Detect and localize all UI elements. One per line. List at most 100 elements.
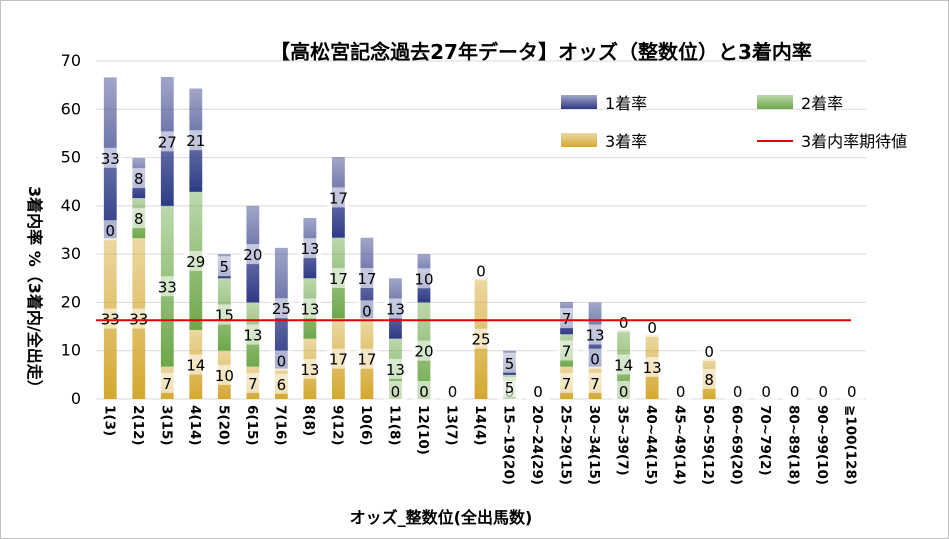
data-label-bg	[126, 308, 151, 329]
data-label-bg	[126, 208, 151, 229]
legend-swatch	[757, 95, 793, 109]
x-axis-label: オッズ_整数位(全出馬数)	[350, 508, 533, 527]
data-label: 0	[619, 314, 629, 332]
x-tick-label: 60~69(20)	[729, 405, 745, 485]
data-label: 7	[562, 342, 572, 360]
data-label-bg	[354, 268, 379, 289]
x-tick-label: 14(4)	[472, 405, 488, 446]
y-axis-ticks: 0 10 20 30 40 50 60 70	[61, 51, 81, 408]
data-label: 0	[448, 383, 458, 401]
data-label: 17	[329, 189, 348, 207]
data-label: 7	[562, 310, 572, 328]
data-label-bg	[782, 381, 807, 401]
data-label: 7	[590, 375, 600, 393]
data-label: 33	[101, 150, 120, 168]
x-tick-label: 35~39(7)	[615, 405, 631, 476]
data-label-bg	[98, 220, 123, 241]
data-label: 0	[847, 383, 857, 401]
x-tick-label: 12(10)	[415, 405, 431, 455]
data-label-bg	[240, 324, 265, 345]
data-label-bg	[269, 350, 294, 371]
data-label-bg	[611, 311, 636, 332]
data-label: 0	[790, 383, 800, 401]
data-label-bg	[554, 372, 579, 393]
x-tick-label: 70~79(2)	[757, 405, 773, 476]
x-tick-label: 8(8)	[301, 405, 317, 436]
data-label-bg	[725, 381, 750, 401]
data-label-bg	[383, 381, 408, 401]
data-label: 27	[158, 133, 177, 151]
data-label: 7	[163, 375, 173, 393]
x-tick-label: 80~89(18)	[786, 405, 802, 485]
data-label-bg	[240, 372, 265, 393]
x-tick-label: 90~99(10)	[814, 405, 830, 485]
data-label-bg	[583, 372, 608, 393]
data-label-bg	[212, 364, 237, 385]
data-label: 0	[391, 383, 401, 401]
data-label: 13	[386, 300, 405, 318]
data-label: 20	[243, 246, 262, 264]
data-label: 0	[277, 353, 287, 371]
data-label-bg	[526, 381, 551, 401]
data-label-bg	[839, 381, 864, 401]
data-label-bg	[212, 256, 237, 277]
data-label: 17	[357, 270, 376, 288]
data-label: 0	[647, 319, 657, 337]
data-label: 8	[704, 371, 714, 389]
x-tick-label: 40~44(15)	[643, 405, 659, 485]
data-label: 0	[533, 383, 543, 401]
y-tick-label: 10	[61, 341, 81, 360]
data-label: 25	[272, 300, 291, 318]
data-label-bg	[440, 381, 465, 401]
legend: 1着率 2着率 3着率 3着内率期待値	[561, 94, 907, 151]
data-label-bg	[583, 348, 608, 369]
data-label: 5	[505, 379, 515, 397]
data-label-bg	[640, 356, 665, 377]
data-label: 7	[562, 375, 572, 393]
data-label: 0	[476, 262, 486, 280]
x-tick-label: 20~24(29)	[529, 405, 545, 485]
legend-swatch	[561, 95, 597, 109]
data-label-bg	[411, 381, 436, 401]
data-label: 17	[329, 270, 348, 288]
data-label-bg	[269, 298, 294, 319]
data-label-bg	[326, 348, 351, 369]
legend-label: 2着率	[801, 94, 843, 113]
x-tick-label: 1(3)	[101, 405, 117, 436]
data-label: 8	[134, 170, 144, 188]
data-label-bg	[469, 260, 493, 281]
data-label: 0	[733, 383, 743, 401]
data-label: 5	[220, 258, 230, 276]
data-label-bg	[497, 352, 522, 373]
y-tick-label: 0	[71, 389, 81, 408]
data-label: 0	[818, 383, 828, 401]
data-label-bg	[554, 308, 579, 329]
legend-swatch	[561, 133, 597, 147]
data-label-bg	[583, 324, 608, 345]
data-label-bg	[554, 340, 579, 361]
data-label-bg	[383, 358, 408, 379]
data-label-bg	[183, 250, 208, 271]
data-label-bg	[354, 300, 379, 321]
data-label-bg	[411, 268, 436, 289]
x-tick-label: 10(6)	[358, 405, 374, 446]
data-label: 33	[158, 278, 177, 296]
x-tick-label: 5(20)	[215, 405, 231, 446]
x-tick-label: 45~49(14)	[672, 405, 688, 485]
data-label: 13	[386, 361, 405, 379]
data-label: 15	[215, 307, 234, 325]
data-label-bg	[497, 376, 522, 397]
data-label-bg	[754, 381, 779, 401]
data-label-bg	[326, 187, 351, 208]
data-label: 0	[105, 222, 115, 240]
data-label-bg	[668, 381, 693, 401]
data-label-bg	[155, 131, 180, 152]
data-label-bg	[411, 340, 436, 361]
data-label: 17	[357, 351, 376, 369]
data-label-bg	[354, 348, 379, 369]
data-label: 0	[676, 383, 686, 401]
y-tick-label: 60	[61, 99, 81, 118]
data-label-bg	[640, 316, 665, 337]
data-label-bg	[269, 373, 294, 394]
